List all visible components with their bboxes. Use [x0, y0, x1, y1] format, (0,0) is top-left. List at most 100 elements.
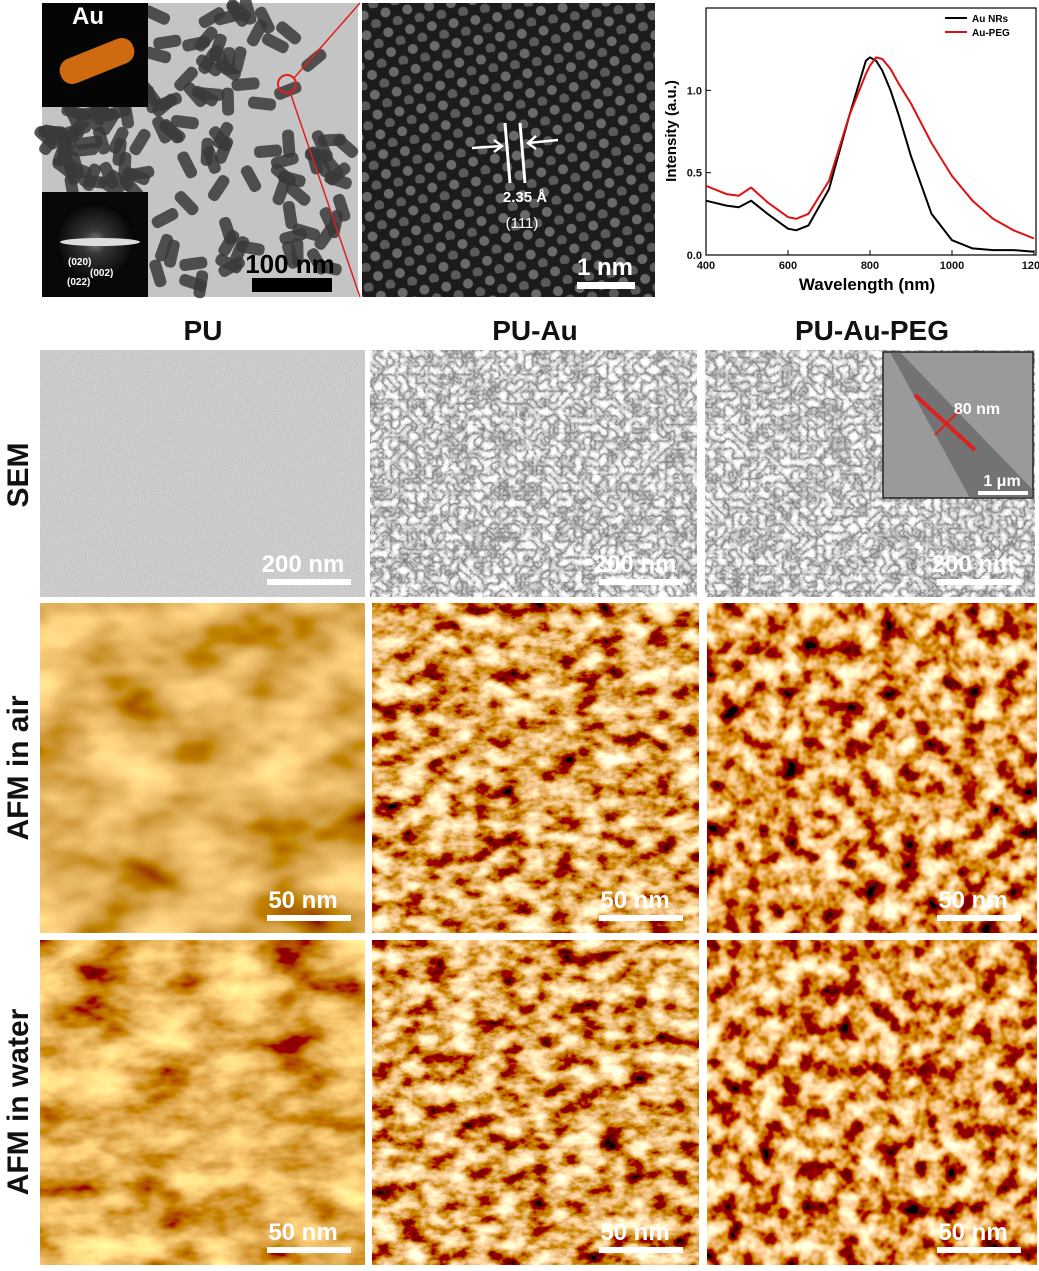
series-line	[705, 56, 1035, 253]
scale-bar	[252, 278, 332, 292]
sem-image	[40, 350, 365, 597]
scale-bars: 200 nm 200 nm 200 nm 50 nm 50 nm 50 nm 50 nm 50…	[262, 551, 1021, 1253]
x-tick-label: 800	[861, 260, 879, 272]
nanorod	[194, 26, 218, 52]
scale-label: 200 nm	[594, 551, 677, 578]
nanorod	[99, 161, 119, 190]
absorption-chart: Wavelength (nm) Intensity (a.u.) 400 600 8…	[663, 7, 1039, 294]
zoom-line	[289, 91, 361, 298]
scale-bar	[937, 915, 1021, 921]
nanorod	[154, 92, 182, 112]
nanorod	[333, 134, 359, 158]
nanorod	[261, 33, 289, 54]
nanorod	[214, 8, 243, 26]
nanorod	[70, 143, 99, 157]
nanorod	[142, 5, 171, 25]
inset-label: Au	[72, 3, 104, 30]
x-tick-label: 1000	[940, 260, 964, 272]
scale-bar	[577, 282, 635, 289]
hrtem-panel: 2.35 Å (111) 1 nm	[362, 3, 655, 297]
inset-marker	[934, 409, 961, 436]
scale-bar	[937, 579, 1021, 585]
inset-scale-label: 1 μm	[983, 473, 1020, 490]
nanorod	[240, 165, 262, 193]
scale-bar	[978, 491, 1028, 495]
nanorod	[159, 118, 184, 144]
nanorod	[129, 128, 151, 156]
scale-label: 50 nm	[268, 887, 337, 914]
column-header: PU-Au-PEG	[795, 315, 949, 346]
zoom-line	[293, 2, 361, 79]
y-tick-label: 0.5	[687, 168, 702, 180]
nanorod	[281, 129, 296, 158]
diffraction-label: (002)	[90, 268, 113, 279]
nanorod	[207, 175, 230, 202]
afm-image	[372, 940, 699, 1265]
nanorod	[306, 248, 328, 275]
scale-bar	[267, 1247, 351, 1253]
nanorod	[112, 137, 127, 166]
nanorod	[183, 82, 207, 108]
nanorod	[270, 163, 296, 187]
nanorods	[34, 0, 359, 299]
lattice-line	[503, 122, 512, 184]
y-tick-label: 1.0	[687, 85, 702, 97]
nanorod	[163, 239, 180, 268]
nanorod	[246, 19, 268, 47]
nanorod	[254, 144, 283, 159]
row-header: SEM	[2, 442, 35, 507]
x-tick-label: 400	[697, 260, 715, 272]
nanorod	[177, 151, 198, 179]
nanorod	[174, 191, 199, 216]
scale-label: 50 nm	[938, 887, 1007, 914]
nanorod	[143, 46, 172, 64]
nanorod	[276, 21, 302, 45]
scale-label: 100 nm	[245, 249, 335, 279]
nanorod	[174, 66, 198, 92]
nanorod	[82, 163, 101, 191]
nanorod	[153, 34, 182, 50]
arrow	[526, 135, 559, 150]
y-tick-label: 0.0	[687, 250, 702, 262]
plot-frame	[705, 7, 1037, 256]
nanorod	[193, 270, 209, 299]
spacing-label: 2.35 Å	[503, 189, 547, 206]
sem-image	[370, 350, 697, 597]
nanorod	[332, 193, 351, 222]
nanorod	[320, 153, 344, 180]
inset-marker	[913, 393, 977, 452]
zoom-circle	[277, 74, 297, 94]
scale-bar	[599, 1247, 683, 1253]
nanorod	[285, 182, 311, 206]
nanorod	[64, 160, 93, 179]
nanorod	[231, 77, 260, 91]
y-axis-title: Intensity (a.u.)	[663, 80, 680, 182]
legend-label: Au NRs	[972, 14, 1009, 25]
nanorod	[208, 126, 232, 152]
series-line	[705, 56, 1035, 240]
scale-bar	[599, 579, 683, 585]
nanorod	[236, 240, 265, 256]
legend-label: Au-PEG	[972, 28, 1010, 39]
scale-label: 200 nm	[262, 551, 345, 578]
nanorod	[170, 114, 199, 130]
afm-image	[372, 603, 699, 933]
afm-image	[40, 603, 365, 933]
afm-image	[40, 940, 365, 1265]
scale-bar	[937, 1247, 1021, 1253]
arrow	[471, 139, 505, 153]
nanorod	[230, 46, 247, 75]
scale-label: 200 nm	[932, 551, 1015, 578]
scale-label: 50 nm	[268, 1219, 337, 1246]
scale-bar	[599, 915, 683, 921]
nanorod	[126, 165, 155, 181]
nanorod	[218, 256, 246, 278]
nanorod	[102, 104, 131, 122]
nanorod	[179, 256, 208, 272]
nanorod	[247, 96, 277, 111]
scale-label: 1 nm	[577, 254, 633, 281]
scale-bar	[267, 579, 351, 585]
saed-streak	[60, 238, 140, 246]
